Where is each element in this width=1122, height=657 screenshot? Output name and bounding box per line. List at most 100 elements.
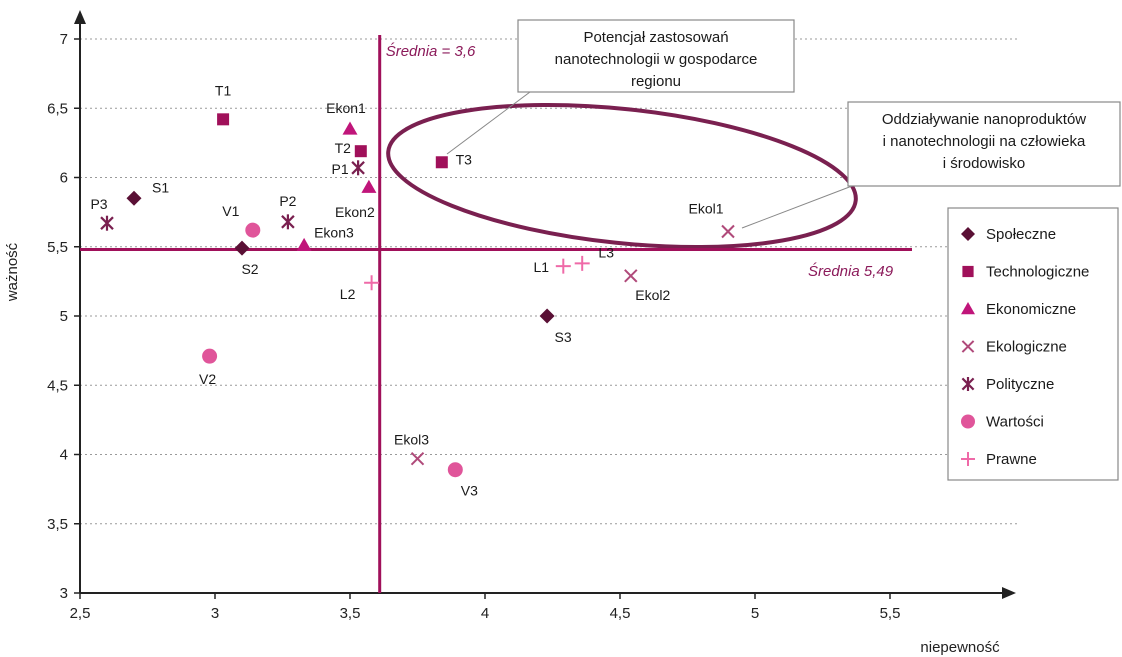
x-tick-label: 4: [481, 605, 489, 622]
x-tick-label: 3: [211, 605, 219, 622]
legend-label: Technologiczne: [986, 264, 1089, 281]
highlight-ellipse: [386, 102, 858, 250]
point-label: Ekol1: [688, 201, 723, 217]
legend-item-Społeczne: Społeczne: [961, 226, 1056, 243]
point-label: T2: [335, 140, 352, 156]
point-Ekon1: Ekon1: [326, 100, 366, 135]
legend-item-Polityczne: Polityczne: [961, 376, 1054, 393]
legend-item-Technologiczne: Technologiczne: [962, 264, 1089, 281]
tick-labels: 33,544,555,566,572,5 3 3,5 4 4,5 5 5,5: [47, 31, 900, 622]
legend-label: Prawne: [986, 451, 1037, 468]
point-label: Ekol3: [394, 432, 429, 448]
legend-label: Społeczne: [986, 226, 1056, 243]
y-axis-label: ważność: [4, 242, 21, 302]
y-axis-arrow: [74, 10, 86, 24]
legend-item-Ekologiczne: Ekologiczne: [961, 339, 1067, 356]
callout-line: regionu: [631, 73, 681, 90]
point-V2: V2: [199, 348, 218, 387]
series-Prawne: L1 L2 L3: [340, 244, 614, 301]
series-Ekologiczne: Ekol1 Ekol2 Ekol3: [394, 201, 735, 466]
point-label: L1: [534, 259, 550, 275]
y-tick-label: 6: [60, 170, 68, 187]
point-Ekol2: Ekol2: [624, 269, 671, 303]
point-label: S3: [555, 329, 572, 345]
legend-label: Wartości: [986, 414, 1044, 431]
callout-1: Potencjał zastosowań nanotechnologii w go…: [446, 19, 795, 155]
point-L1: L1: [534, 258, 571, 275]
legend-box: [947, 207, 1119, 481]
point-L3: L3: [574, 244, 614, 271]
point-Ekol1: Ekol1: [688, 201, 735, 239]
point-label: V1: [222, 203, 239, 219]
mean-y-label: Średnia 5,49: [808, 262, 894, 280]
legend-item-Wartości: Wartości: [961, 414, 1044, 431]
point-label: S1: [152, 179, 169, 195]
mean-x-label: Średnia = 3,6: [386, 42, 476, 60]
legend-item-Prawne: Prawne: [961, 451, 1037, 468]
point-P1: P1: [332, 160, 365, 177]
point-label: P3: [90, 196, 107, 212]
y-tick-label: 5,5: [47, 239, 68, 256]
mean-lines: Średnia = 3,6 Średnia 5,49: [80, 35, 912, 593]
point-Ekol3: Ekol3: [394, 432, 429, 466]
callouts: Potencjał zastosowań nanotechnologii w go…: [446, 19, 1121, 229]
point-label: V2: [199, 371, 216, 387]
point-label: L2: [340, 286, 356, 302]
legend-item-Ekonomiczne: Ekonomiczne: [961, 301, 1076, 318]
y-tick-label: 7: [60, 31, 68, 48]
point-label: S2: [241, 261, 258, 277]
data-points: S1S2S3T1T2T3Ekon1Ekon2Ekon3Ekol1Ekol2Eko…: [90, 82, 735, 499]
point-T1: T1: [215, 82, 232, 126]
point-L2: L2: [340, 275, 380, 302]
legend-label: Ekologiczne: [986, 339, 1067, 356]
x-axis-arrow: [1002, 587, 1016, 599]
y-tick-label: 6,5: [47, 100, 68, 117]
point-V3: V3: [447, 462, 478, 499]
point-label: Ekon2: [335, 204, 375, 220]
y-tick-label: 3,5: [47, 516, 68, 533]
callout-box: [517, 19, 795, 93]
point-T3: T3: [435, 151, 472, 169]
callout-line: i nanotechnologii na człowieka: [883, 133, 1086, 150]
point-Ekon2: Ekon2: [335, 179, 377, 220]
point-label: P2: [279, 193, 296, 209]
series-Polityczne: P1 P2 P3: [90, 160, 365, 231]
callout-leader: [446, 91, 531, 155]
point-label: Ekon3: [314, 224, 354, 240]
point-T2: T2: [335, 140, 367, 158]
point-S1: S1: [126, 179, 169, 206]
legend: Społeczne Technologiczne Ekonomiczne Ekolog…: [947, 207, 1119, 481]
point-P3: P3: [90, 196, 114, 231]
highlight-ellipse-shape: [386, 102, 858, 250]
point-label: T1: [215, 82, 232, 98]
series-Ekonomiczne: Ekon1 Ekon2 Ekon3: [296, 100, 377, 251]
x-tick-label: 4,5: [610, 605, 631, 622]
callout-line: Potencjał zastosowań: [583, 29, 728, 46]
point-S3: S3: [539, 308, 572, 345]
x-tick-label: 3,5: [340, 605, 361, 622]
callout-line: Oddziaływanie nanoproduktów: [882, 111, 1086, 128]
x-tick-label: 2,5: [70, 605, 91, 622]
callout-line: i środowisko: [943, 155, 1026, 172]
y-tick-label: 3: [60, 585, 68, 602]
series-Społeczne: S1 S2 S3: [126, 179, 572, 345]
callout-2: Oddziaływanie nanoproduktów i nanotechnol…: [741, 101, 1121, 229]
y-tick-label: 4: [60, 447, 68, 464]
point-V1: V1: [222, 203, 261, 238]
callout-leader: [741, 185, 853, 229]
callout-box: [847, 101, 1121, 187]
point-P2: P2: [279, 193, 297, 230]
point-label: V3: [461, 483, 478, 499]
point-label: P1: [332, 161, 349, 177]
series-Wartości: V1 V2 V3: [199, 203, 478, 499]
callout-line: nanotechnologii w gospodarce: [555, 51, 758, 68]
axes: [74, 10, 1016, 599]
y-tick-label: 4,5: [47, 377, 68, 394]
legend-label: Polityczne: [986, 376, 1054, 393]
point-label: L3: [598, 244, 614, 260]
x-tick-label: 5: [751, 605, 759, 622]
x-axis-label: niepewność: [920, 639, 1000, 656]
legend-label: Ekonomiczne: [986, 301, 1076, 318]
point-label: Ekon1: [326, 100, 366, 116]
